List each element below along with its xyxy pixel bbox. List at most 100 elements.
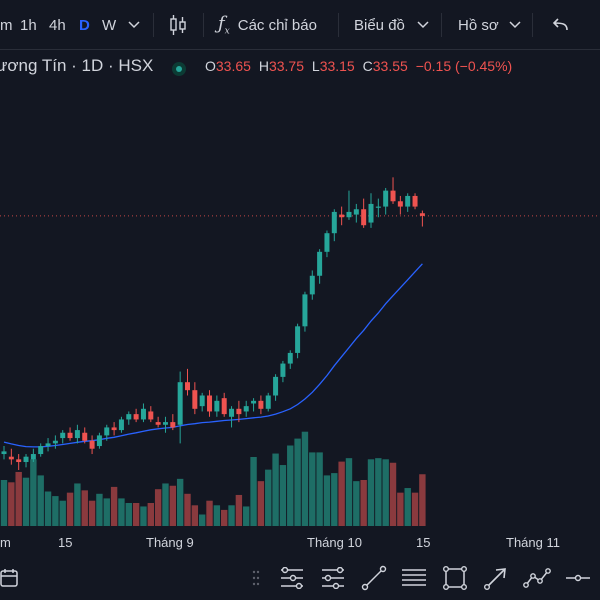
volume-bar: [74, 483, 81, 526]
timeframe-1h[interactable]: 1h: [20, 16, 37, 34]
candle-body: [295, 326, 301, 353]
x-axis-label: 15: [58, 535, 73, 550]
candle-body: [89, 440, 95, 449]
candle-body: [126, 414, 132, 420]
candle-body: [104, 427, 110, 436]
candle-body: [45, 443, 51, 447]
moving-average-line: [3, 263, 423, 448]
candle-body: [236, 408, 242, 415]
candle-body: [331, 211, 337, 234]
top-toolbar: m 1h 4h D W ƒx Các chỉ báo Biểu đồ Hồ sơ: [0, 0, 600, 50]
volume-bar: [375, 458, 382, 526]
market-status-icon: [172, 62, 186, 76]
candle-body: [324, 233, 330, 252]
volume-bar: [213, 505, 221, 526]
candle-body: [23, 456, 29, 463]
candle-body: [317, 251, 323, 276]
volume-bar: [360, 480, 367, 526]
volume-bar: [37, 475, 44, 526]
candle-body: [96, 435, 102, 447]
candle-body: [67, 432, 73, 439]
candle-body: [162, 422, 168, 425]
candle-body: [353, 209, 359, 215]
volume-bar: [294, 438, 301, 526]
volume-bar: [198, 514, 206, 526]
timeframe-minutes[interactable]: m: [0, 16, 13, 34]
candle-body: [155, 422, 161, 425]
timeframe-4h[interactable]: 4h: [49, 16, 66, 34]
volume-bar: [345, 458, 353, 526]
candle-body: [375, 206, 381, 208]
candle-body: [361, 209, 367, 226]
volume-bar: [147, 503, 154, 526]
timeframe-dropdown-icon[interactable]: [128, 0, 140, 50]
candle-body: [346, 211, 352, 218]
candle-body: [309, 275, 315, 295]
volume-bar: [221, 509, 228, 526]
volume-bar: [316, 452, 323, 526]
trend-line-icon[interactable]: [358, 562, 390, 594]
profile-button[interactable]: Hồ sơ: [458, 0, 521, 50]
x-axis-label: m: [0, 535, 11, 550]
volume-bar: [162, 483, 169, 526]
timeframe-week[interactable]: W: [102, 16, 117, 34]
volume-bar: [338, 461, 345, 526]
timeframe-day[interactable]: D: [79, 16, 90, 34]
calendar-icon[interactable]: [0, 562, 26, 594]
symbol-title[interactable]: ương Tín · 1D · HSX: [0, 56, 154, 75]
fib-extension-icon[interactable]: [317, 562, 349, 594]
candle-body: [38, 446, 44, 455]
volume-bar: [44, 491, 52, 526]
candle-body: [214, 400, 220, 412]
volume-bar: [118, 498, 125, 526]
indicators-button[interactable]: ƒx Các chỉ báo: [218, 13, 317, 37]
candlestick-type-icon[interactable]: [168, 0, 188, 50]
volume-bar: [66, 492, 74, 526]
candle-body: [60, 432, 66, 439]
horizontal-line-icon[interactable]: [562, 562, 594, 594]
volume-bar: [301, 431, 309, 526]
candle-body: [251, 400, 257, 404]
candle-body: [111, 427, 117, 431]
volume-bar: [96, 493, 103, 526]
candle-body: [383, 190, 389, 207]
volume-bar: [191, 505, 199, 526]
volume-bar: [176, 478, 184, 526]
chart-type-button[interactable]: Biểu đồ: [354, 0, 429, 50]
candle-body: [199, 395, 205, 407]
volume-bar: [154, 489, 162, 526]
candle-body: [243, 406, 249, 412]
path-tool-icon[interactable]: [521, 562, 553, 594]
price-chart[interactable]: [0, 0, 600, 530]
undo-icon[interactable]: [551, 0, 569, 50]
volume-bar: [59, 500, 66, 526]
candle-body: [419, 213, 425, 216]
candle-body: [273, 376, 279, 396]
volume-bar: [353, 481, 360, 526]
volume-bar: [404, 488, 411, 526]
candle-body: [8, 456, 14, 460]
chevron-down-icon: [417, 21, 429, 29]
arrow-tool-icon[interactable]: [480, 562, 512, 594]
volume-bar: [331, 473, 338, 526]
volume-bar: [228, 505, 235, 526]
parallel-channel-icon[interactable]: [398, 562, 430, 594]
volume-bar: [140, 506, 147, 526]
candle-body: [148, 411, 154, 420]
volume-bar: [0, 480, 8, 526]
volume-bar: [250, 457, 257, 526]
fib-retracement-icon[interactable]: [276, 562, 308, 594]
candle-body: [229, 408, 235, 417]
volume-bar: [184, 493, 191, 526]
ohlc-values: O33.65 H33.75 L33.15 C33.55 −0.15 (−0.45…: [205, 58, 513, 74]
candle-body: [133, 414, 139, 420]
volume-bar: [30, 459, 37, 526]
rectangle-icon[interactable]: [439, 562, 471, 594]
volume-bar: [206, 500, 213, 526]
drag-handle-icon[interactable]: [248, 562, 264, 594]
candle-body: [287, 352, 293, 364]
volume-bar: [125, 503, 132, 526]
candle-body: [192, 390, 198, 409]
volume-bar: [132, 503, 140, 526]
volume-bar: [103, 498, 110, 526]
